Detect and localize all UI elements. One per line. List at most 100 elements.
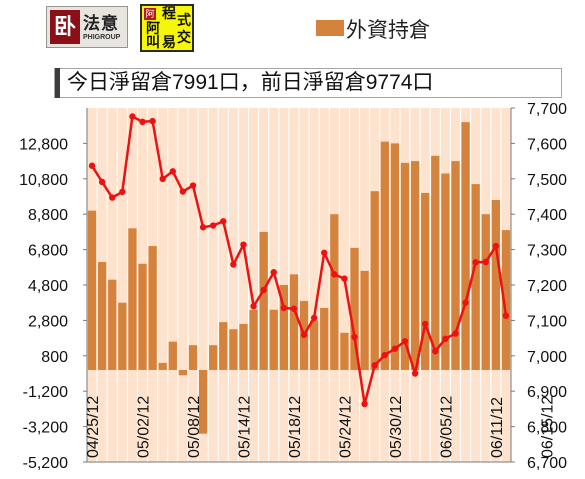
bar xyxy=(98,261,107,370)
right-tick-label: 7,000 xyxy=(527,349,567,366)
line-point xyxy=(472,259,479,266)
line-point xyxy=(502,312,510,319)
line-point xyxy=(421,320,429,328)
bar xyxy=(370,191,379,370)
line-point xyxy=(139,118,146,126)
line-point xyxy=(482,258,489,266)
right-tick-label: 6,900 xyxy=(527,384,567,401)
bar xyxy=(320,308,329,370)
bar xyxy=(188,345,198,370)
line-point xyxy=(230,261,237,268)
bar xyxy=(421,192,430,370)
bar xyxy=(87,210,97,370)
line-point xyxy=(169,168,177,175)
bar xyxy=(279,285,288,370)
line-point xyxy=(290,305,298,312)
bar xyxy=(350,247,359,370)
x-tick-label: 05/14/12 xyxy=(236,396,253,458)
line-point xyxy=(310,314,318,322)
bar xyxy=(229,329,238,370)
bar xyxy=(481,214,490,370)
bar xyxy=(118,302,127,370)
x-tick-label: 05/08/12 xyxy=(186,396,203,458)
line-point xyxy=(209,222,217,229)
line-point xyxy=(331,271,338,278)
program-trading-logo-glyph: 交 xyxy=(177,30,191,46)
bar xyxy=(259,231,268,370)
bar xyxy=(310,320,319,370)
program-trading-logo-glyph: 阿 xyxy=(146,21,160,37)
bar xyxy=(219,322,228,370)
right-tick-label: 7,700 xyxy=(527,101,567,118)
line-point xyxy=(371,362,378,369)
program-trading-logo-stamp: 阿 xyxy=(144,8,156,20)
left-tick-label: 800 xyxy=(41,349,68,366)
line-point xyxy=(159,175,166,182)
bar xyxy=(209,345,218,370)
line-point xyxy=(179,188,187,195)
line-point xyxy=(129,113,136,120)
x-tick-label: 06/05/12 xyxy=(438,396,455,458)
line-point xyxy=(411,370,419,377)
bar xyxy=(128,228,137,370)
right-tick-label: 7,500 xyxy=(527,172,567,189)
line-point xyxy=(250,303,257,310)
phigroup-logo-sub: PHIGROUP xyxy=(83,34,121,41)
left-tick-label: -3,200 xyxy=(23,420,68,437)
line-point xyxy=(432,347,439,355)
line-point xyxy=(391,345,399,352)
left-tick-label: 10,800 xyxy=(19,172,68,189)
left-tick-label: 8,800 xyxy=(28,207,68,224)
bar xyxy=(108,279,117,370)
line-point xyxy=(149,117,156,125)
program-trading-logo: 阿 程 式 阿 交 叫 易 xyxy=(140,4,194,52)
line-point xyxy=(220,218,227,225)
bar xyxy=(441,173,450,370)
line-point xyxy=(270,269,277,276)
program-trading-logo-glyph: 程 xyxy=(162,6,176,22)
bar xyxy=(269,309,278,370)
bar xyxy=(461,122,470,370)
line-point xyxy=(240,241,247,248)
bar xyxy=(340,332,349,370)
line-point xyxy=(452,330,459,337)
left-tick-label: 2,800 xyxy=(28,313,68,330)
line-point xyxy=(321,249,328,256)
bar xyxy=(501,230,511,370)
bar xyxy=(239,323,248,370)
left-tick-label: -1,200 xyxy=(23,384,68,401)
phigroup-logo-mark: 卧 xyxy=(50,10,80,44)
bar xyxy=(158,362,167,370)
bar xyxy=(400,162,410,370)
program-trading-logo-glyph: 式 xyxy=(177,13,191,29)
phigroup-logo-word: 法意 xyxy=(83,14,119,33)
right-tick-label: 7,200 xyxy=(527,278,567,295)
bar xyxy=(471,184,480,370)
bar xyxy=(380,141,389,370)
right-tick-label: 7,100 xyxy=(527,313,567,330)
right-tick-label: 6,700 xyxy=(527,455,567,472)
line-point xyxy=(88,162,96,169)
line-point xyxy=(189,182,197,189)
line-point xyxy=(351,333,358,341)
bar xyxy=(330,214,339,370)
line-point xyxy=(300,331,308,339)
line-point xyxy=(199,224,207,231)
bar xyxy=(451,161,460,370)
bar xyxy=(289,274,299,370)
bar xyxy=(491,200,500,370)
line-point xyxy=(119,188,126,196)
x-tick-label: 05/18/12 xyxy=(287,396,304,458)
left-tick-label: 12,800 xyxy=(19,136,68,153)
right-tick-label: 7,300 xyxy=(527,243,567,260)
right-tick-label: 6,800 xyxy=(527,420,567,437)
chart-subtitle: 今日淨留倉7991口，前日淨留倉9774口 xyxy=(67,71,434,94)
x-tick-label: 05/24/12 xyxy=(337,396,354,458)
line-point xyxy=(381,351,389,359)
program-trading-logo-glyph: 叫 xyxy=(146,35,160,51)
bar xyxy=(198,369,208,434)
legend-label: 外資持倉 xyxy=(346,19,430,42)
legend-swatch-bar xyxy=(316,20,344,36)
bar xyxy=(249,309,258,370)
line-point xyxy=(260,286,267,294)
